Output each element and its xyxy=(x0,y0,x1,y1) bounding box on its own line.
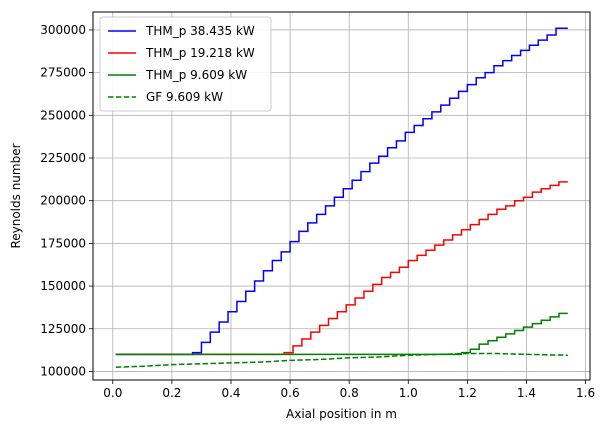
grid xyxy=(93,12,590,380)
y-tick-label: 225000 xyxy=(40,151,86,165)
series-group xyxy=(115,27,568,368)
x-tick-label: 0.8 xyxy=(340,386,359,400)
series-line-3 xyxy=(115,312,568,356)
series-line-1 xyxy=(115,27,568,356)
series-line-2 xyxy=(115,181,568,356)
y-tick-label: 175000 xyxy=(40,236,86,250)
plot-frame xyxy=(92,11,591,381)
y-tick-label: 200000 xyxy=(40,194,86,208)
x-tick-label: 0.0 xyxy=(103,386,122,400)
legend: THM_p 38.435 kW THM_p 19.218 kW THM_p 9.60… xyxy=(99,16,272,112)
legend-label: GF 9.609 kW xyxy=(146,90,223,104)
legend-label: THM_p 19.218 kW xyxy=(145,46,255,60)
legend-label: THM_p 38.435 kW xyxy=(145,24,255,38)
x-axis-label: Axial position in m xyxy=(286,407,397,421)
y-tick-label: 250000 xyxy=(40,108,86,122)
x-tick-label: 1.4 xyxy=(517,386,536,400)
series-line-4 xyxy=(115,352,568,368)
y-tick-label: 100000 xyxy=(40,364,86,378)
x-tick-label: 0.2 xyxy=(162,386,181,400)
y-tick-label: 125000 xyxy=(40,322,86,336)
y-axis: 100000 125000 150000 175000 200000 225000 2500… xyxy=(40,23,93,378)
x-axis: 0.0 0.2 0.4 0.6 0.8 1.0 1.2 1.4 1.6 xyxy=(103,380,595,400)
y-axis-label: Reynolds number xyxy=(9,143,23,248)
y-tick-label: 275000 xyxy=(40,66,86,80)
x-tick-label: 0.6 xyxy=(281,386,300,400)
y-tick-label: 150000 xyxy=(40,279,86,293)
x-tick-label: 1.0 xyxy=(399,386,418,400)
x-tick-label: 1.2 xyxy=(458,386,477,400)
y-tick-label: 300000 xyxy=(40,23,86,37)
x-tick-label: 0.4 xyxy=(221,386,240,400)
legend-label: THM_p 9.609 kW xyxy=(145,68,247,82)
legend-box xyxy=(99,16,272,112)
x-tick-label: 1.6 xyxy=(576,386,595,400)
